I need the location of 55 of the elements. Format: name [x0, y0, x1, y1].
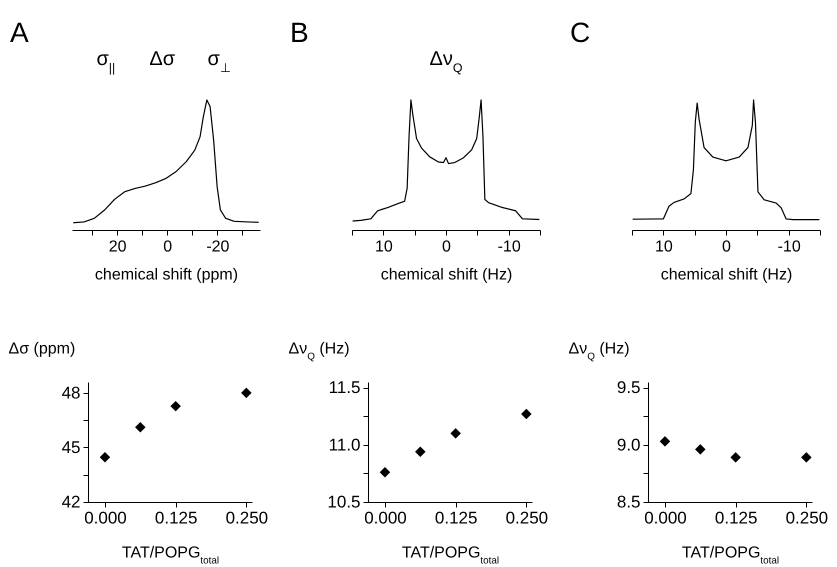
y-tick-label: 45: [62, 438, 80, 457]
y-tick-label: 9.0: [616, 435, 640, 454]
x-tick-label: 0.125: [154, 508, 198, 528]
y-tick-label: 9.5: [616, 378, 640, 398]
point: [241, 388, 252, 398]
x-axis-title: chemical shift (Hz): [380, 266, 512, 284]
point: [730, 452, 741, 463]
y-tick-label: 11.5: [328, 378, 360, 398]
point: [135, 422, 146, 433]
point: [100, 452, 110, 463]
chart-title: A: [10, 17, 29, 48]
text: Δσ: [149, 48, 176, 70]
point: [521, 408, 532, 420]
x-axis-title: chemical shift (Hz): [660, 266, 792, 284]
x-tick-label: 10: [374, 238, 393, 256]
point: [170, 400, 181, 412]
y-tick-label: 10.5: [327, 492, 360, 512]
point: [801, 452, 812, 463]
x-tick-label: -10: [498, 238, 521, 256]
x-tick-label: 20: [108, 238, 127, 256]
chart-title: B: [290, 17, 309, 48]
point: [450, 428, 461, 439]
text: σ$_{||}$: [96, 48, 116, 75]
x-tick-label: 10: [654, 238, 673, 256]
x-tick-label: 0: [163, 238, 172, 256]
y-tick-label: 42: [62, 492, 80, 512]
x-tick-label: -10: [778, 238, 801, 256]
x-tick-label: 0: [722, 238, 732, 256]
y-tick-label: 11.0: [328, 435, 360, 454]
x-tick-label: 0.250: [506, 508, 548, 528]
x-axis-title: TAT/POPG$_{total}$: [402, 544, 500, 566]
point: [695, 444, 706, 455]
y-axis-title: Δν$_{Q}$ (Hz): [568, 340, 630, 362]
x-tick-label: 0.000: [364, 508, 407, 528]
x-tick-label: 0.250: [786, 508, 828, 528]
y-axis-title: Δσ (ppm): [8, 340, 76, 358]
x-axis-title: chemical shift (ppm): [94, 266, 238, 284]
y-axis-title: Δν$_{Q}$ (Hz): [288, 340, 350, 362]
x-tick-label: 0.125: [434, 508, 478, 528]
point: [415, 446, 426, 457]
point: [660, 436, 670, 447]
x-tick-label: -20: [206, 238, 230, 256]
x-axis-title: TAT/POPG$_{total}$: [122, 544, 220, 566]
point: [380, 467, 390, 478]
chart-title: C: [570, 17, 590, 48]
x-tick-label: 0.125: [714, 508, 758, 528]
x-tick-label: 0.250: [226, 508, 268, 528]
text: σ$_{⊥}$: [207, 48, 230, 75]
x-tick-label: 0.000: [84, 508, 127, 528]
y-tick-label: 48: [62, 383, 80, 402]
x-axis-title: TAT/POPG$_{total}$: [682, 544, 780, 566]
y-tick-label: 8.5: [616, 492, 640, 512]
text: Δν$_{Q}$: [430, 48, 463, 75]
x-tick-label: 0: [442, 238, 452, 256]
x-tick-label: 0.000: [644, 508, 687, 528]
